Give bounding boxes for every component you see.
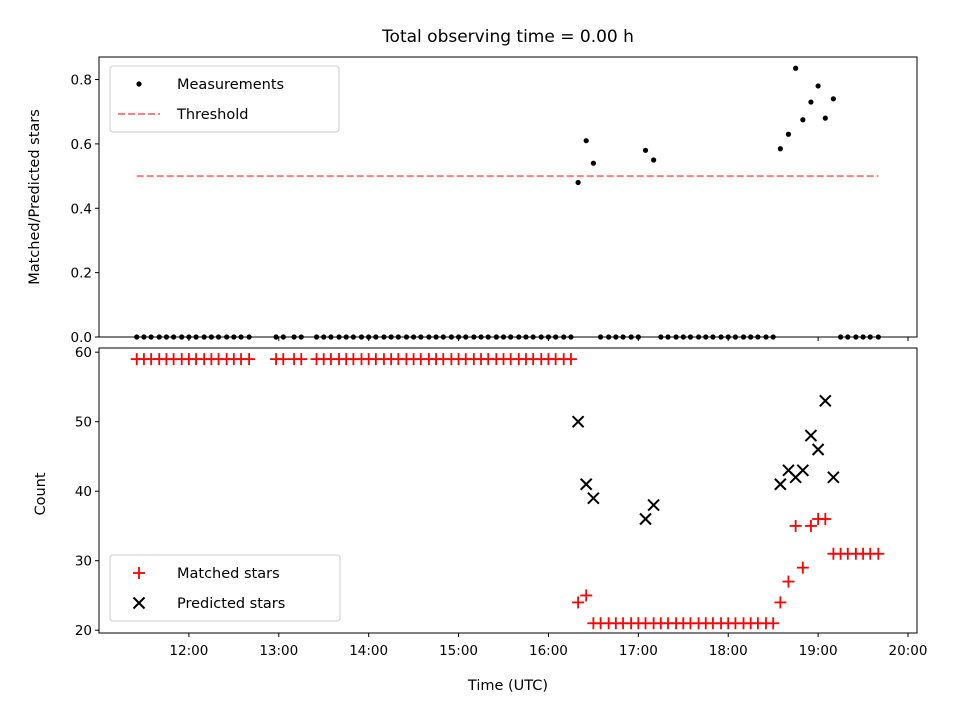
bottom-legend: Matched stars Predicted stars — [109, 554, 341, 622]
matched-stars-point — [872, 547, 885, 560]
matched-stars-point — [804, 519, 817, 532]
legend-predicted-label: Predicted stars — [177, 596, 285, 612]
chart-title: Total observing time = 0.00 h — [381, 27, 634, 47]
bottom-y-tick-label: 20 — [75, 623, 92, 639]
measurement-point — [583, 138, 589, 144]
measurement-point — [651, 157, 657, 163]
measurement-point — [822, 115, 828, 121]
measurement-point — [815, 83, 821, 89]
predicted-stars-point — [804, 429, 818, 442]
predicted-stars-point — [587, 491, 600, 505]
matched-stars-point — [580, 589, 593, 602]
measurement-point — [642, 147, 649, 153]
bottom-plot-frame — [98, 347, 918, 634]
x-tick-label: 12:00 — [169, 643, 208, 659]
top-y-tick-label: 0.0 — [71, 330, 92, 346]
measurement-point — [575, 179, 581, 186]
predicted-stars-point — [819, 394, 832, 408]
x-tick-label: 15:00 — [439, 643, 478, 659]
legend-predicted-marker — [132, 596, 146, 610]
measurement-point — [590, 160, 596, 166]
matched-stars-point — [796, 561, 809, 574]
matched-stars-point — [774, 596, 787, 609]
x-tick-label: 13:00 — [259, 643, 298, 659]
top-panel: Total observing time = 0.00 h Matched/Pr… — [27, 27, 918, 346]
predicted-stars-point — [811, 443, 825, 456]
matched-stars-point — [277, 353, 290, 366]
x-tick-label: 19:00 — [799, 643, 838, 659]
x-tick-label: 17:00 — [619, 643, 658, 659]
legend-measurements-label: Measurements — [177, 77, 284, 93]
legend-threshold-label: Threshold — [176, 107, 248, 123]
x-tick-label: 18:00 — [709, 643, 748, 659]
bottom-panel: Count Time (UTC) 20 30 40 50 60 12:00 13:00 14:… — [33, 345, 927, 694]
top-y-tick-label: 0.2 — [71, 266, 92, 282]
predicted-stars-point — [827, 471, 840, 484]
predicted-stars-point — [579, 478, 593, 491]
predicted-stars-point — [796, 464, 810, 477]
bottom-y-tick-label: 60 — [75, 345, 92, 361]
x-tick-label: 14:00 — [349, 643, 388, 659]
measurement-point — [808, 99, 814, 105]
bottom-data-marks — [130, 353, 885, 630]
bottom-y-tick-label: 40 — [75, 484, 92, 500]
bottom-y-tick-label: 50 — [75, 415, 92, 431]
matched-stars-point — [572, 596, 585, 609]
predicted-stars-point — [571, 415, 585, 428]
top-y-axis-label: Matched/Predicted stars — [27, 109, 43, 285]
measurement-point — [785, 131, 792, 137]
matched-stars-point — [243, 353, 256, 366]
measurement-point — [793, 65, 799, 71]
x-tick-label: 20:00 — [889, 643, 928, 659]
top-data-marks — [134, 65, 881, 340]
top-y-tick-label: 0.4 — [71, 201, 92, 217]
top-plot-frame — [98, 56, 918, 338]
matched-stars-point — [295, 353, 308, 366]
top-legend: Measurements Threshold — [109, 65, 340, 133]
predicted-stars-point — [639, 512, 652, 526]
legend-measurements-marker — [136, 81, 142, 87]
bottom-axis-ticks: 20 30 40 50 60 12:00 13:00 14:00 15:00 16:00 17:00… — [75, 345, 928, 659]
top-y-tick-label: 0.6 — [71, 137, 92, 153]
matched-stars-point — [789, 519, 802, 532]
matched-stars-point — [564, 353, 577, 366]
legend-matched-marker — [133, 567, 145, 579]
x-axis-label: Time (UTC) — [467, 678, 548, 694]
measurement-point — [830, 96, 837, 102]
matched-stars-point — [767, 617, 780, 630]
legend-matched-label: Matched stars — [177, 566, 280, 582]
matched-stars-point — [782, 575, 795, 588]
bottom-y-axis-label: Count — [33, 472, 49, 515]
x-tick-label: 16:00 — [529, 643, 568, 659]
matched-stars-point — [819, 513, 832, 525]
predicted-stars-point — [647, 498, 660, 512]
measurement-point — [777, 146, 783, 152]
measurement-point — [800, 117, 806, 123]
top-y-tick-label: 0.8 — [71, 73, 92, 89]
bottom-y-tick-label: 30 — [75, 554, 92, 570]
bottom-legend-box — [109, 554, 341, 622]
top-legend-box — [109, 65, 340, 133]
predicted-stars-point — [774, 478, 787, 491]
